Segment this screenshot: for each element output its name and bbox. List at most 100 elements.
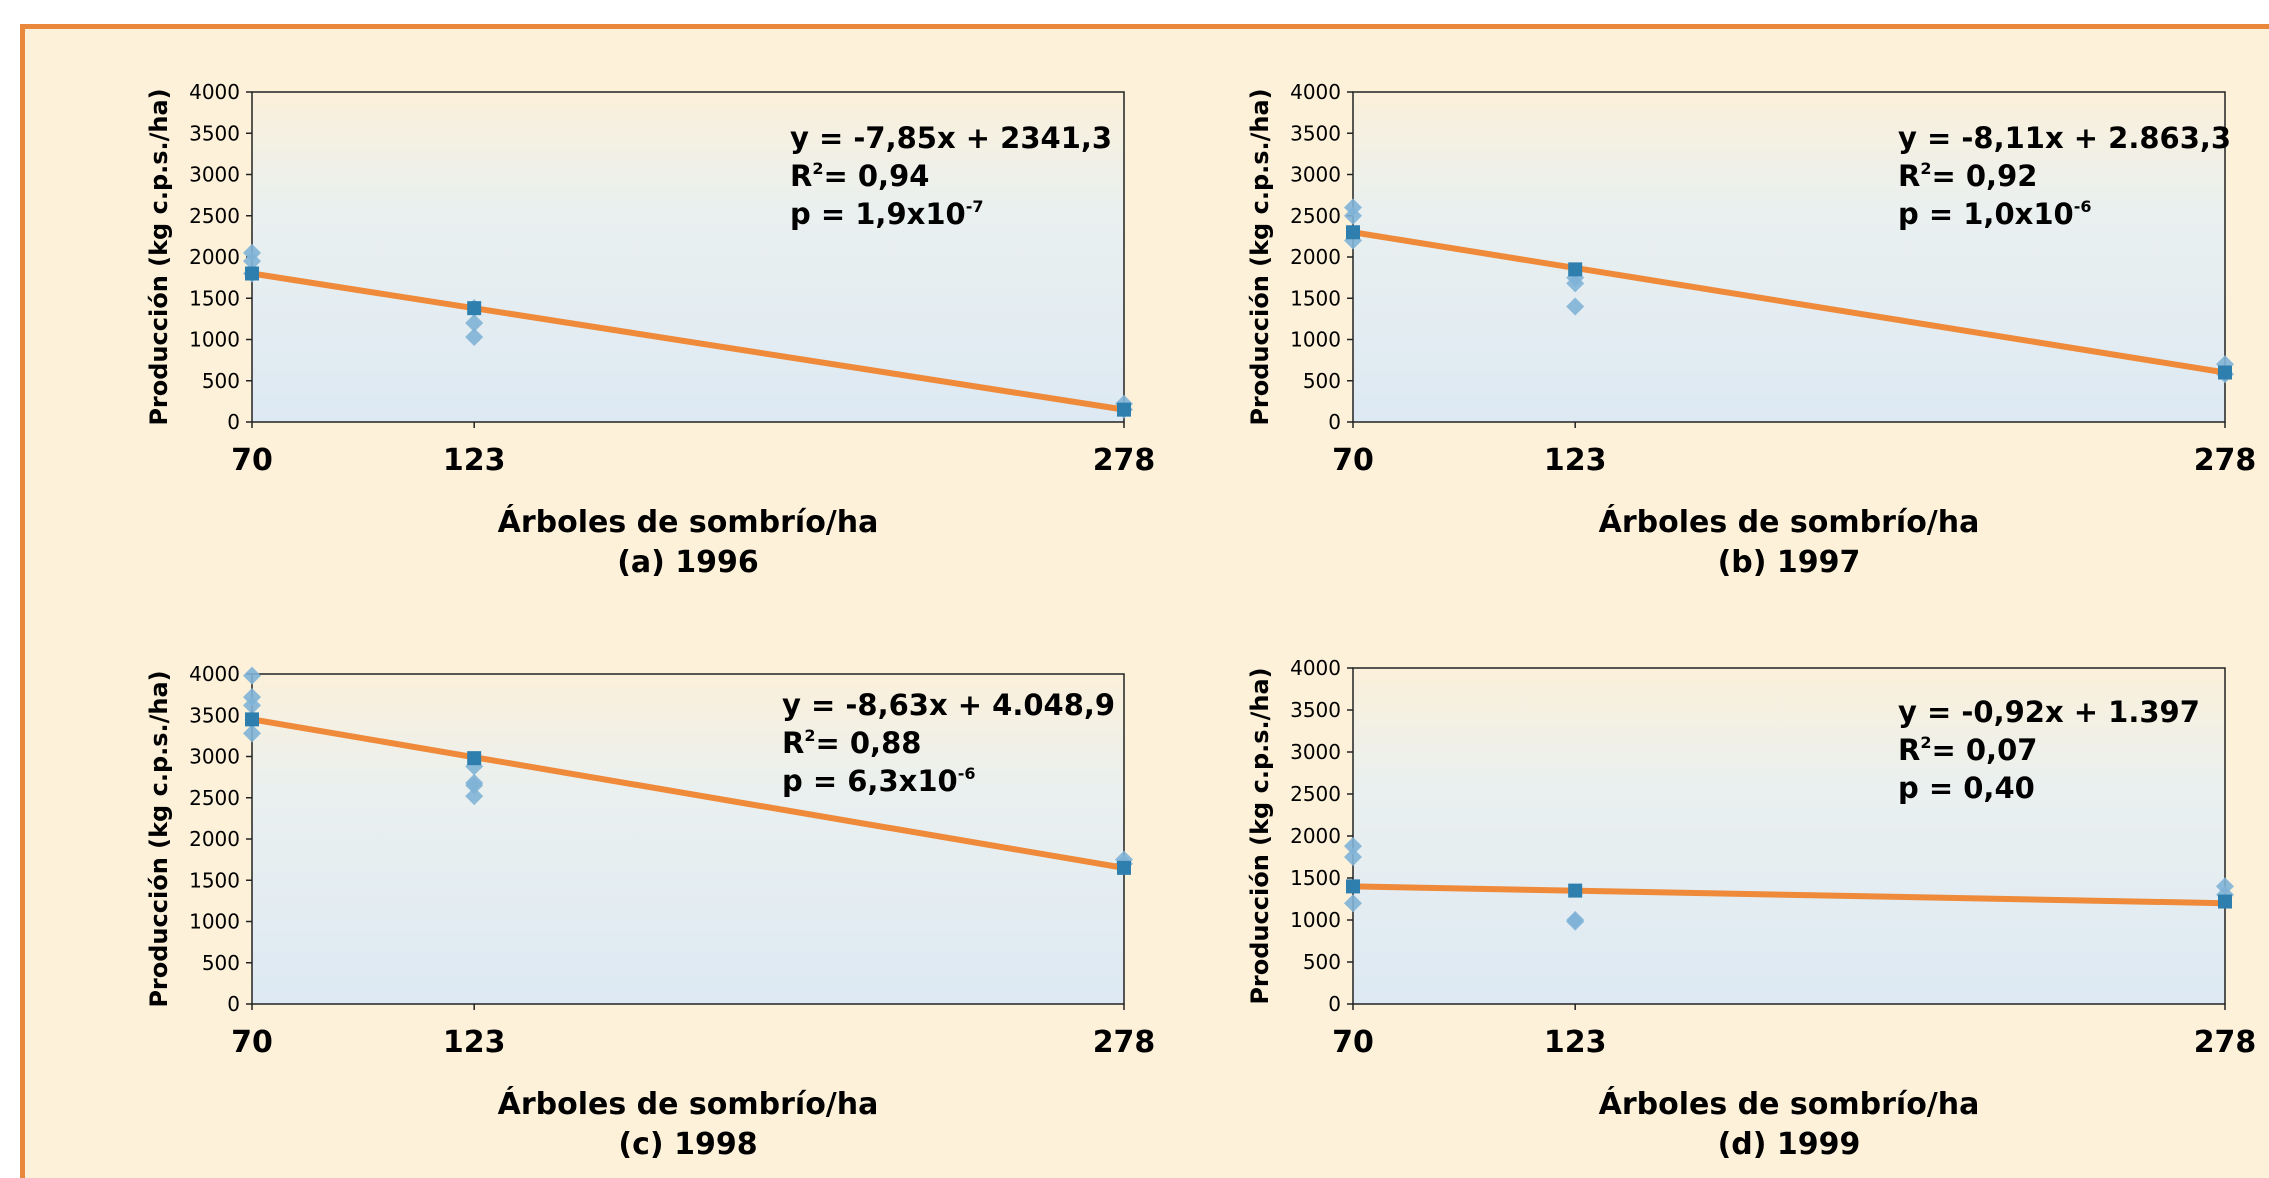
y-axis-label: Producción (kg c.p.s./ha) [1246,88,1274,425]
trend-line [251,716,1125,871]
observed-point [1566,274,1585,293]
mean-point [2218,365,2232,380]
r-squared: R2= 0,88 [782,726,921,760]
y-tick-label: 2000 [189,245,240,269]
y-tick-label: 4000 [1290,656,1341,680]
chart-panel-4: 0 500 1000 1500 2000 2500 3000 3500 4000 70 123 278… [1246,656,2256,1162]
y-tick-label: 3000 [1290,740,1341,764]
x-tick-label: 278 [2194,443,2257,478]
x-tick-label: 278 [2194,1025,2257,1060]
observed-point [1344,894,1362,913]
regression-equation: y = -8,11x + 2.863,3 [1898,121,2231,155]
y-tick-label: 2000 [1290,245,1341,269]
mean-point [467,751,482,766]
y-tick-label: 2000 [189,827,240,851]
mean-point [245,712,259,727]
regression-equation: y = -8,63x + 4.048,9 [782,688,1115,722]
x-tick-label: 123 [1544,1025,1607,1060]
trend-line [251,270,1125,413]
x-tick-label: 70 [231,1025,273,1060]
x-tick-label: 123 [443,1025,506,1060]
y-tick-label: 3500 [189,703,240,727]
observed-point [243,724,261,743]
y-tick-label: 3500 [1290,121,1341,145]
observed-point [243,696,261,715]
mean-point [2218,894,2232,909]
x-tick-label: 70 [231,443,273,478]
trend-line [1352,229,2226,376]
y-tick-label: 2000 [1290,824,1341,848]
x-axis-label: Árboles de sombrío/ha [498,1086,879,1122]
regression-equation: y = -7,85x + 2341,3 [790,121,1112,155]
y-tick-label: 2500 [189,204,240,228]
mean-point [245,266,259,281]
chart-caption: (b) 1997 [1718,545,1861,580]
x-tick-label: 278 [1093,443,1156,478]
p-value: p = 6,3x10-6 [782,764,975,798]
x-tick-label: 70 [1332,1025,1374,1060]
y-tick-label: 1500 [1290,286,1341,310]
observed-point [465,776,484,795]
observed-point [243,666,261,685]
p-value: p = 0,40 [1898,771,2035,805]
y-tick-label: 1000 [1290,328,1341,352]
x-tick-label: 123 [443,443,506,478]
mean-point [1568,883,1583,898]
y-tick-label: 4000 [1290,80,1341,104]
x-axis-label: Árboles de sombrío/ha [1599,1086,1980,1122]
y-tick-label: 1500 [189,286,240,310]
mean-point [1117,402,1131,417]
mean-point [467,301,482,316]
plot-area [251,91,1125,423]
y-tick-label: 1500 [1290,866,1341,890]
x-tick-label: 278 [1093,1025,1156,1060]
y-tick-label: 3500 [189,121,240,145]
plot-area [251,673,1125,1005]
observed-point [465,328,484,347]
observed-point [1344,837,1362,856]
chart-caption: (d) 1999 [1718,1127,1861,1162]
y-tick-label: 0 [1328,410,1341,434]
y-tick-label: 1000 [1290,908,1341,932]
x-axis-label: Árboles de sombrío/ha [1599,504,1980,540]
y-tick-label: 1000 [189,910,240,934]
y-axis-label: Producción (kg c.p.s./ha) [145,88,173,425]
y-tick-label: 3000 [189,745,240,769]
x-tick-label: 70 [1332,443,1374,478]
y-tick-label: 500 [1303,950,1341,974]
observed-point [465,787,484,806]
mean-point [1346,879,1360,894]
y-axis-label: Producción (kg c.p.s./ha) [1246,667,1274,1004]
y-tick-label: 3500 [1290,698,1341,722]
chart-caption: (a) 1996 [617,545,759,580]
chart-panel-2: 0 500 1000 1500 2000 2500 3000 3500 4000 70 123 278… [1246,80,2256,580]
observed-point [1344,206,1362,225]
observed-point [243,252,261,271]
p-value: p = 1,0x10-6 [1898,197,2091,231]
y-tick-label: 500 [202,951,240,975]
observed-point [1566,297,1585,316]
y-tick-label: 4000 [189,80,240,104]
trend-line [1352,883,2226,907]
y-tick-label: 500 [1303,369,1341,393]
observed-point [1566,912,1585,931]
y-tick-label: 1500 [189,868,240,892]
chart-caption: (c) 1998 [618,1127,757,1162]
y-axis-label: Producción (kg c.p.s./ha) [145,670,173,1007]
mean-point [1346,225,1360,240]
y-tick-label: 2500 [1290,204,1341,228]
x-tick-label: 123 [1544,443,1607,478]
mean-point [1568,262,1583,277]
chart-panel-1: 0 500 1000 1500 2000 2500 3000 3500 4000 70 123 278… [145,80,1155,580]
r-squared: R2= 0,07 [1898,733,2037,767]
y-tick-label: 3000 [1290,163,1341,187]
r-squared: R2= 0,92 [1898,159,2037,193]
y-tick-label: 4000 [189,662,240,686]
y-tick-label: 3000 [189,163,240,187]
y-tick-label: 0 [1328,992,1341,1016]
y-tick-label: 2500 [1290,782,1341,806]
chart-panel-3: 0 500 1000 1500 2000 2500 3000 3500 4000 70 123 278… [145,662,1155,1162]
y-tick-label: 0 [227,992,240,1016]
p-value: p = 1,9x10-7 [790,197,983,231]
